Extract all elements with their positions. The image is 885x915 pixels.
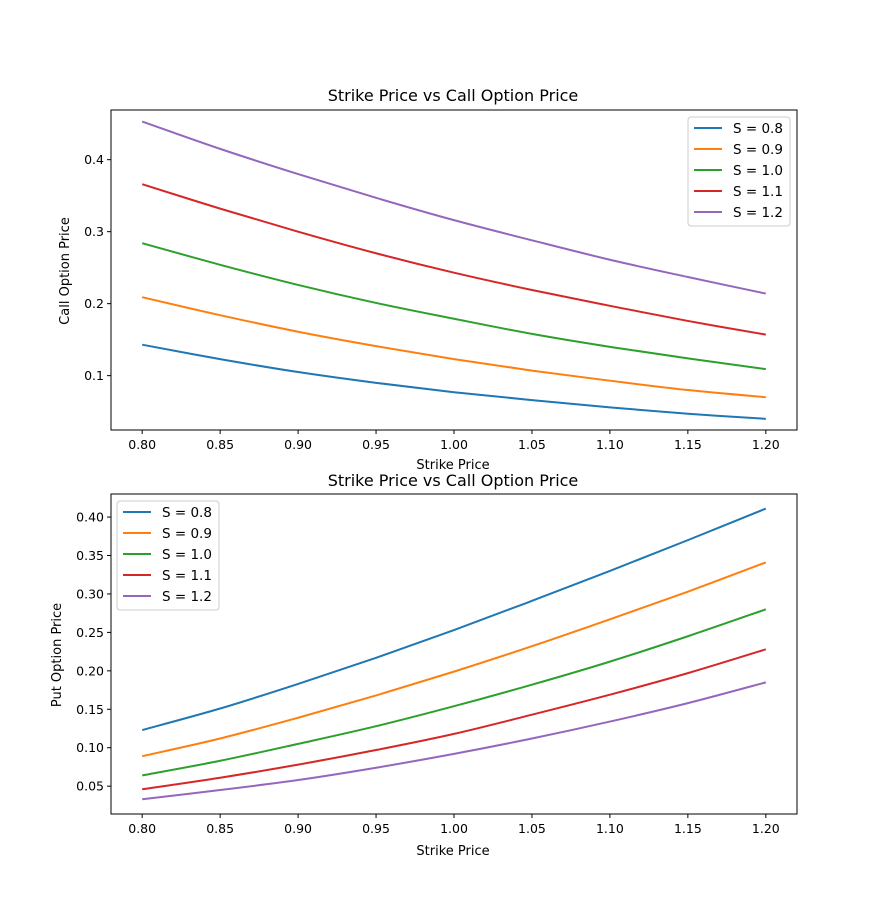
chart-title: Strike Price vs Call Option Price [328, 471, 579, 490]
y-tick-label: 0.15 [76, 702, 104, 717]
y-tick-label: 0.4 [84, 152, 104, 167]
x-tick-label: 1.10 [596, 437, 624, 452]
series-line-4 [142, 681, 767, 801]
x-tick-label: 0.95 [362, 437, 390, 452]
y-tick-label: 0.40 [76, 510, 104, 525]
x-tick-label: 1.20 [752, 821, 780, 836]
y-tick-label: 0.20 [76, 663, 104, 678]
plot-area: 0.80 0.85 0.90 0.95 1.00 1.05 1.10 1.15 1.20 0.05… [76, 493, 798, 836]
series-lines [141, 120, 767, 420]
y-tick-label: 0.25 [76, 625, 104, 640]
legend-label: S = 0.8 [733, 121, 783, 137]
x-axis-label: Strike Price [416, 844, 489, 859]
y-tick-label: 0.05 [76, 779, 104, 794]
y-axis-label: Call Option Price [58, 217, 73, 325]
y-tick-label: 0.30 [76, 586, 104, 601]
series-line-0 [141, 343, 766, 420]
x-tick-label: 1.15 [674, 821, 702, 836]
x-tick-label: 1.05 [518, 821, 546, 836]
x-tick-label: 1.05 [518, 437, 546, 452]
y-axis-label: Put Option Price [50, 603, 65, 707]
x-tick-label: 0.85 [206, 437, 234, 452]
x-tick-label: 1.00 [440, 821, 468, 836]
legend-label: S = 1.2 [733, 205, 783, 221]
series-line-2 [141, 242, 766, 371]
y-tick-label: 0.10 [76, 740, 104, 755]
legend-label: S = 1.0 [162, 547, 212, 563]
series-lines [141, 507, 767, 801]
y-tick-label: 0.35 [76, 548, 104, 563]
x-tick-label: 0.85 [206, 821, 234, 836]
legend: S = 0.8 S = 0.9 S = 1.0 S = 1.1 S = 1.2 [687, 116, 791, 227]
x-tick-label: 1.10 [596, 821, 624, 836]
legend-box [687, 116, 791, 227]
series-line-0 [141, 507, 767, 732]
legend-label: S = 1.2 [162, 589, 212, 605]
series-line-1 [141, 561, 767, 758]
y-tick-label: 0.3 [84, 224, 104, 239]
legend-label: S = 1.1 [162, 568, 212, 584]
series-line-1 [141, 296, 766, 399]
y-tick-label: 0.1 [84, 368, 104, 383]
put-price-chart: Strike Price vs Call Option Price Strike… [50, 471, 798, 859]
legend-label: S = 1.1 [733, 184, 783, 200]
x-tick-label: 0.80 [128, 437, 156, 452]
series-line-3 [142, 648, 767, 791]
legend-box [116, 500, 220, 611]
chart-title: Strike Price vs Call Option Price [328, 86, 579, 105]
series-line-4 [141, 120, 767, 295]
call-price-chart: Strike Price vs Call Option Price Strike… [58, 86, 798, 473]
y-tick-label: 0.2 [84, 296, 104, 311]
x-tick-label: 0.80 [128, 821, 156, 836]
x-tick-label: 1.20 [752, 437, 780, 452]
series-line-3 [141, 183, 766, 336]
legend-label: S = 1.0 [733, 163, 783, 179]
x-tick-label: 0.90 [284, 437, 312, 452]
legend-label: S = 0.8 [162, 505, 212, 521]
x-tick-label: 1.00 [440, 437, 468, 452]
x-tick-label: 1.15 [674, 437, 702, 452]
plot-area: 0.80 0.85 0.90 0.95 1.00 1.05 1.10 1.15 1.20 0.1 0… [84, 109, 798, 452]
x-tick-label: 0.90 [284, 821, 312, 836]
x-axis-label: Strike Price [416, 458, 489, 473]
series-line-2 [141, 608, 767, 777]
legend-label: S = 0.9 [162, 526, 212, 542]
legend: S = 0.8 S = 0.9 S = 1.0 S = 1.1 S = 1.2 [116, 500, 220, 611]
legend-label: S = 0.9 [733, 142, 783, 158]
x-tick-label: 0.95 [362, 821, 390, 836]
